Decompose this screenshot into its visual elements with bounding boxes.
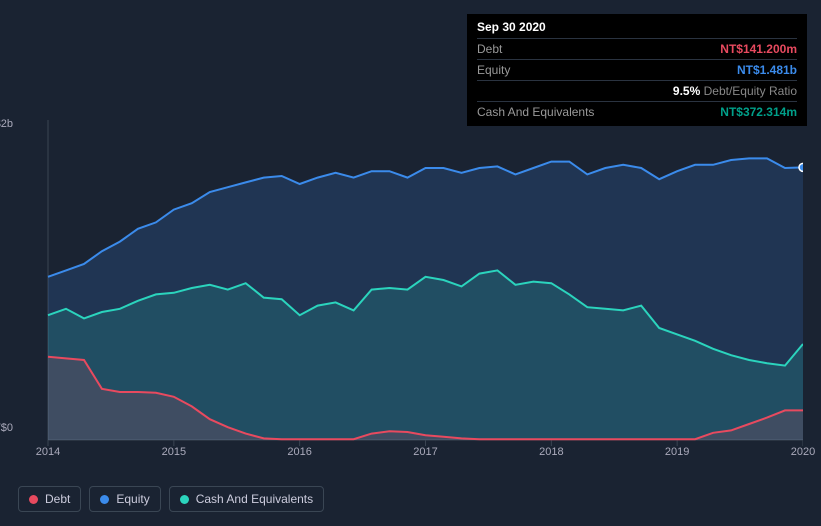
row-value: NT$372.314m xyxy=(720,105,797,119)
x-axis-label: 2015 xyxy=(162,446,186,458)
x-axis-label: 2014 xyxy=(36,446,60,458)
tooltip-row-cash: Cash And Equivalents NT$372.314m xyxy=(477,101,797,122)
x-axis-label: 2016 xyxy=(287,446,311,458)
legend-label: Cash And Equivalents xyxy=(196,492,313,506)
row-value: NT$1.481b xyxy=(737,63,797,77)
y-axis-min-label: NT$0 xyxy=(0,422,13,434)
row-value: 9.5% Debt/Equity Ratio xyxy=(673,84,797,98)
tooltip-date: Sep 30 2020 xyxy=(477,20,797,38)
x-axis-label: 2020 xyxy=(791,446,815,458)
x-axis-label: 2017 xyxy=(413,446,437,458)
legend-label: Equity xyxy=(116,492,149,506)
legend-item-equity[interactable]: Equity xyxy=(89,486,160,512)
data-tooltip: Sep 30 2020 Debt NT$141.200m Equity NT$1… xyxy=(467,14,807,126)
row-value: NT$141.200m xyxy=(720,42,797,56)
legend: Debt Equity Cash And Equivalents xyxy=(18,486,324,512)
tooltip-row-equity: Equity NT$1.481b xyxy=(477,59,797,80)
x-axis-label: 2018 xyxy=(539,446,563,458)
legend-dot-icon xyxy=(29,495,38,504)
legend-label: Debt xyxy=(45,492,70,506)
marker-point xyxy=(799,163,803,171)
tooltip-row-ratio: 9.5% Debt/Equity Ratio xyxy=(477,80,797,101)
area-chart[interactable] xyxy=(18,120,803,475)
legend-dot-icon xyxy=(180,495,189,504)
legend-item-cash[interactable]: Cash And Equivalents xyxy=(169,486,324,512)
legend-item-debt[interactable]: Debt xyxy=(18,486,81,512)
tooltip-row-debt: Debt NT$141.200m xyxy=(477,38,797,59)
row-label: Equity xyxy=(477,63,510,77)
y-axis-max-label: NT$2b xyxy=(0,118,13,130)
chart-container: NT$2b NT$0 2014201520162017201820192020 xyxy=(18,120,803,470)
x-axis-label: 2019 xyxy=(665,446,689,458)
legend-dot-icon xyxy=(100,495,109,504)
row-label: Debt xyxy=(477,42,502,56)
row-label: Cash And Equivalents xyxy=(477,105,594,119)
